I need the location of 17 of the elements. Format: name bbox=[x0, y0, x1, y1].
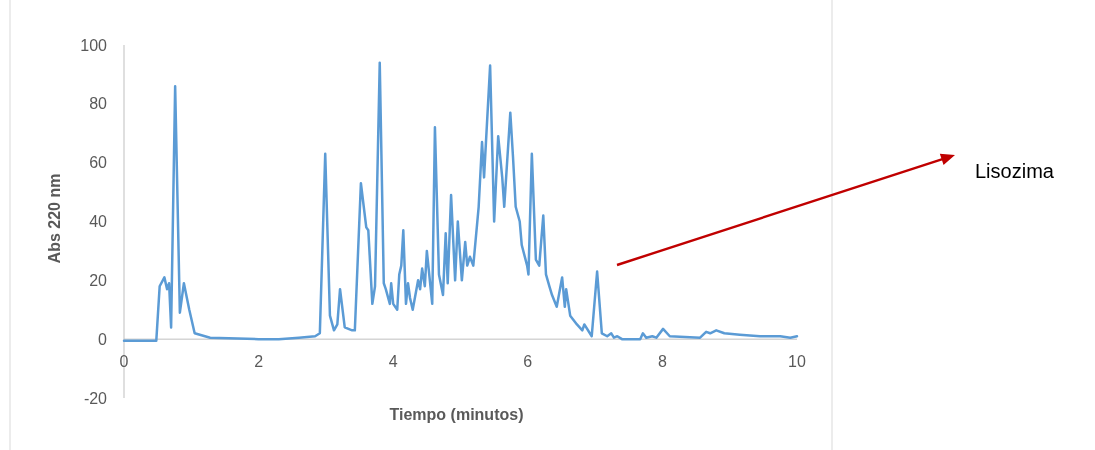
y-tick-label: 0 bbox=[98, 330, 108, 348]
y-tick-label: -20 bbox=[83, 389, 108, 407]
x-tick-label: 2 bbox=[254, 353, 264, 371]
x-tick-label: 4 bbox=[388, 353, 398, 371]
y-tick-label: 20 bbox=[89, 271, 108, 289]
y-tick-label: 60 bbox=[89, 154, 108, 172]
y-tick-label: 100 bbox=[80, 36, 108, 54]
x-tick-label: 0 bbox=[119, 353, 129, 371]
x-tick-label: 8 bbox=[657, 353, 667, 371]
text: Lisozima bbox=[975, 160, 1055, 182]
x-axis-title: Tiempo (minutos) bbox=[389, 406, 524, 423]
x-tick-label: 6 bbox=[523, 353, 533, 371]
y-tick-label: 80 bbox=[89, 95, 108, 113]
y-axis-title: Abs 220 nm bbox=[46, 173, 63, 264]
x-tick-label: 10 bbox=[788, 353, 806, 371]
y-tick-label: 40 bbox=[89, 213, 108, 231]
line-series bbox=[122, 61, 799, 342]
